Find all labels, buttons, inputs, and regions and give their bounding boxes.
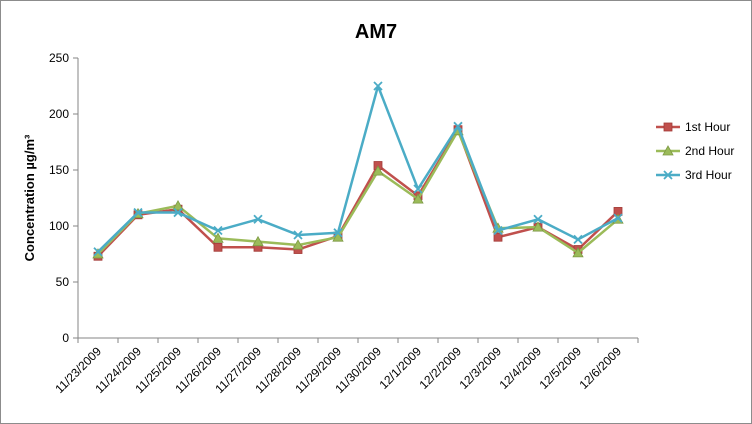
legend-swatch-marker: [663, 170, 673, 180]
legend-label: 2nd Hour: [685, 144, 734, 158]
data-point-1st-hour: [493, 232, 503, 242]
legend-label: 3rd Hour: [685, 168, 732, 182]
data-point-1st-hour: [213, 242, 223, 252]
series-line-2nd-hour: [97, 129, 619, 255]
data-point-2nd-hour: [572, 247, 584, 258]
legend-item-2nd-hour: 2nd Hour: [656, 144, 734, 158]
legend: 1st Hour 2nd Hour 3rd Hour: [656, 120, 734, 182]
data-point-3rd-hour: [93, 247, 103, 257]
y-tick-label: 0: [62, 331, 69, 345]
legend-swatch-marker: [663, 122, 673, 132]
y-tick-label: 250: [49, 51, 69, 65]
data-point-3rd-hour: [453, 121, 463, 131]
data-point-2nd-hour: [412, 193, 424, 204]
data-point-3rd-hour: [533, 214, 543, 224]
data-point-3rd-hour: [413, 184, 423, 194]
plot-area: 05010015020025011/23/200911/24/200911/25…: [49, 51, 639, 396]
data-point-3rd-hour: [493, 225, 503, 236]
series-line-1st-hour: [97, 128, 619, 258]
chart-title: AM7: [355, 21, 397, 43]
y-tick-label: 50: [56, 275, 70, 289]
data-point-3rd-hour: [613, 213, 623, 223]
data-point-3rd-hour: [213, 225, 223, 236]
data-point-2nd-hour: [292, 239, 304, 250]
y-tick-label: 100: [49, 219, 69, 233]
x-tick-label: 12/5/2009: [536, 344, 584, 392]
x-tick-label: 12/4/2009: [496, 344, 544, 392]
x-tick-label: 12/1/2009: [376, 344, 424, 392]
data-point-3rd-hour: [333, 228, 343, 238]
data-point-2nd-hour: [252, 235, 264, 247]
x-tick-label: 12/3/2009: [456, 344, 504, 392]
y-tick-label: 200: [49, 107, 69, 121]
legend-item-1st-hour: 1st Hour: [656, 120, 730, 134]
legend-swatch-marker: [662, 145, 674, 156]
data-point-2nd-hour: [372, 165, 384, 176]
data-point-2nd-hour: [172, 200, 184, 211]
legend-label: 1st Hour: [685, 120, 730, 134]
data-point-3rd-hour: [173, 207, 183, 218]
series-line-3rd-hour: [97, 84, 619, 253]
data-point-3rd-hour: [573, 234, 583, 245]
y-axis-label: Concentration µg/m³: [22, 134, 37, 261]
data-point-2nd-hour: [332, 231, 344, 242]
data-point-3rd-hour: [373, 81, 383, 91]
y-tick-label: 150: [49, 163, 69, 177]
legend-item-3rd-hour: 3rd Hour: [656, 168, 732, 182]
data-point-3rd-hour: [293, 230, 303, 240]
x-tick-label: 12/2/2009: [416, 344, 464, 392]
data-point-2nd-hour: [532, 221, 544, 232]
data-point-2nd-hour: [212, 232, 224, 243]
x-tick-label: 12/6/2009: [576, 344, 624, 392]
data-point-3rd-hour: [253, 214, 263, 224]
data-point-3rd-hour: [133, 207, 143, 218]
